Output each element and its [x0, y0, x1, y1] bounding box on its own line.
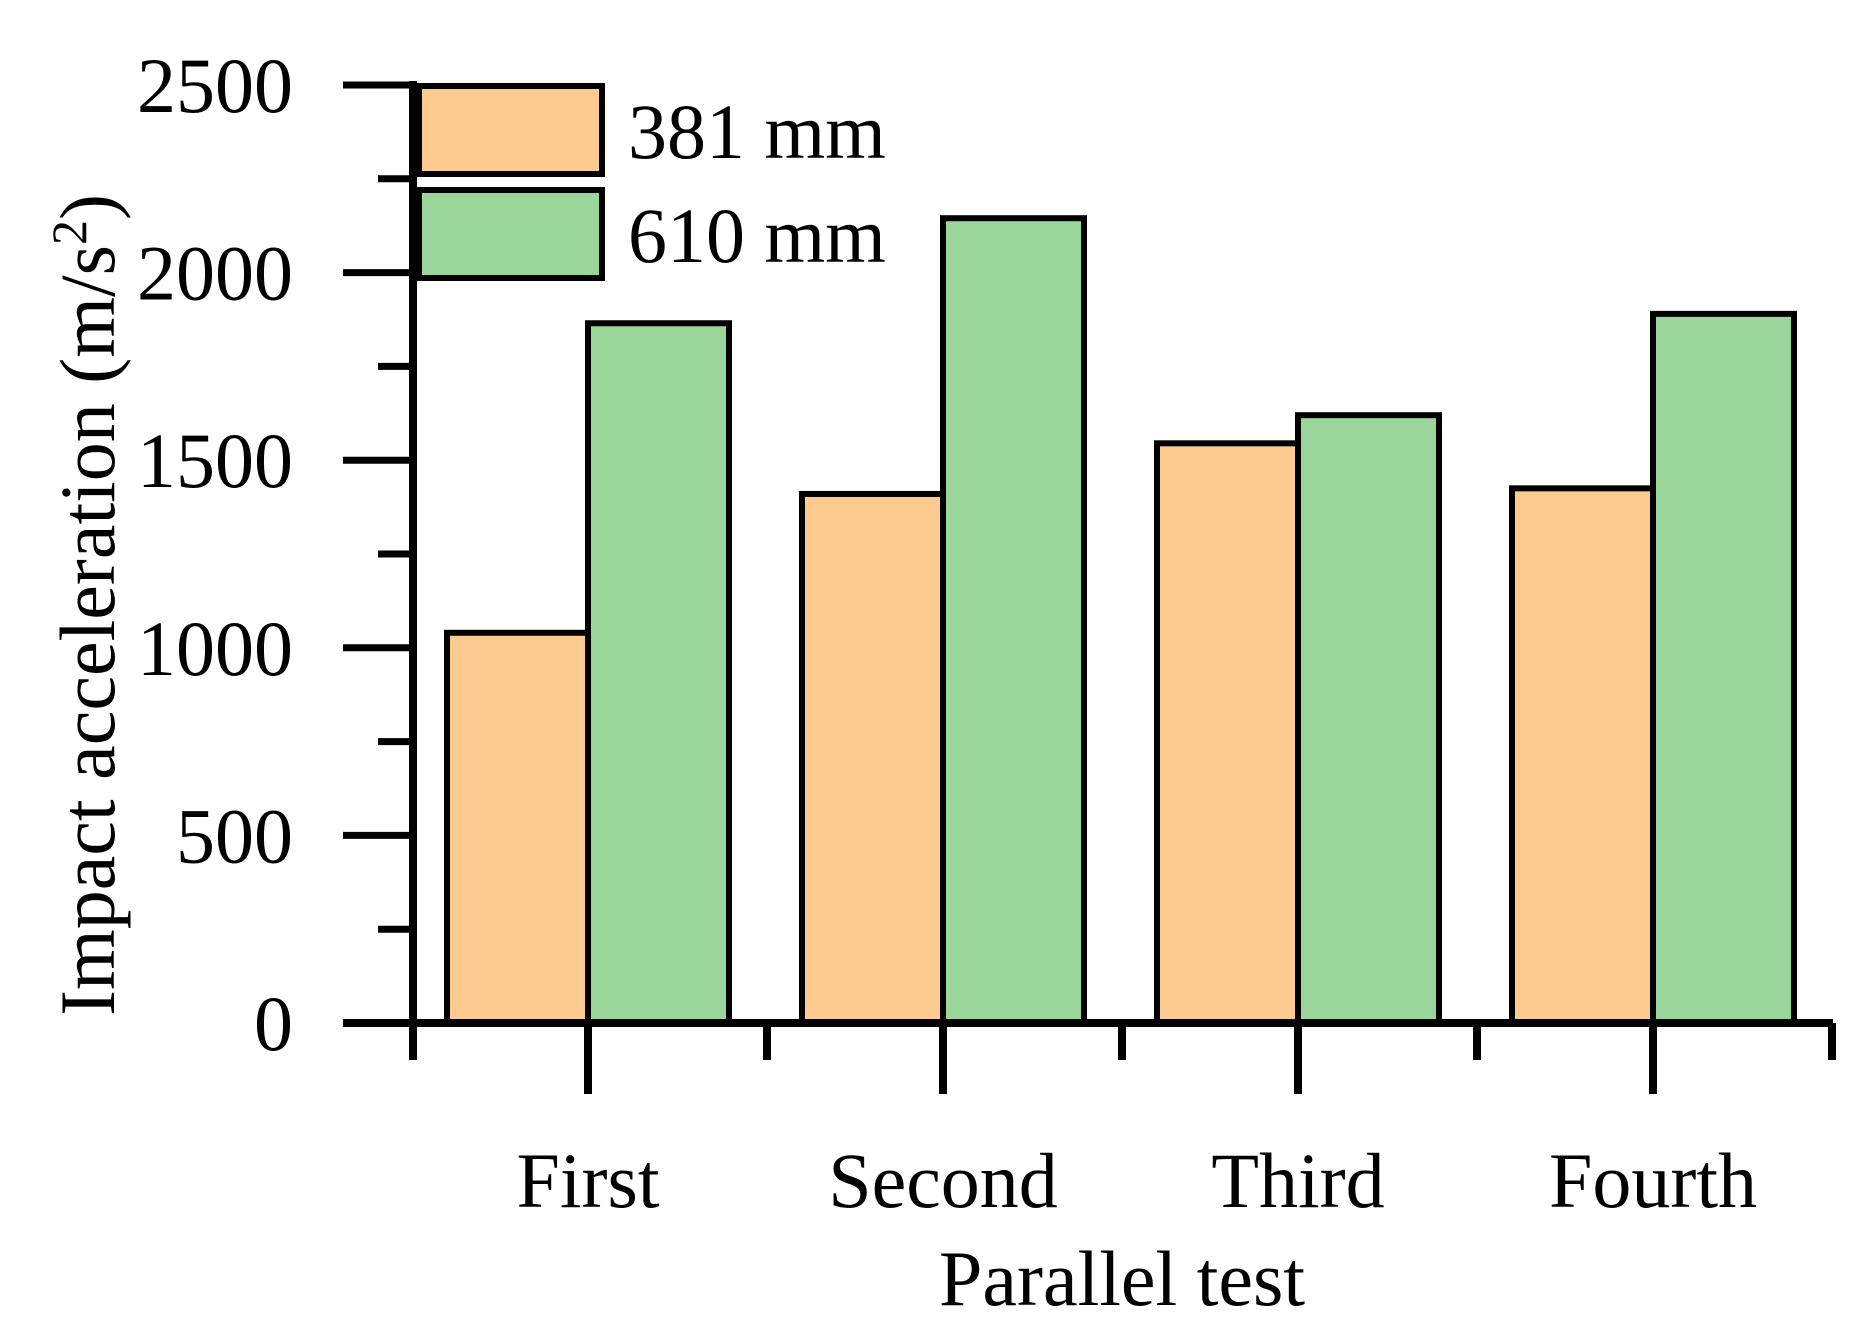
tick-labels-layer: 0 500 1000 1500 2000 2500 First Second Third Four…	[137, 42, 1757, 1224]
legend: 381 mm 610 mm	[416, 83, 886, 281]
y-tick-label: 1500	[137, 417, 293, 504]
bar-fourth-series-2	[1650, 310, 1797, 1026]
y-tick-label: 2000	[137, 230, 293, 317]
bar-second-series-2	[940, 215, 1087, 1027]
x-tick-label: First	[516, 1137, 659, 1224]
x-tick-label: Fourth	[1549, 1137, 1757, 1224]
legend-label-series-1: 381 mm	[628, 88, 886, 175]
y-axis-label-main: Impact acceleration (m/s	[44, 245, 131, 1016]
bar-third-series-1	[1154, 440, 1301, 1027]
y-axis-label: Impact acceleration (m/s2)	[41, 194, 131, 1016]
bar-first-series-1	[444, 629, 591, 1026]
y-tick-label: 1000	[137, 605, 293, 692]
axes-layer	[343, 81, 1836, 1094]
y-tick-label: 2500	[137, 42, 293, 129]
bar-third-series-2	[1295, 412, 1442, 1026]
bar-second-series-1	[799, 490, 946, 1026]
legend-swatch-series-1	[416, 83, 605, 177]
y-axis-label-close: )	[44, 194, 131, 220]
x-tick-label: Second	[828, 1137, 1058, 1224]
y-tick-label: 500	[176, 792, 293, 879]
y-tick-label: 0	[254, 980, 293, 1067]
x-tick-label: Third	[1211, 1137, 1384, 1224]
y-axis-label-superscript: 2	[41, 220, 97, 245]
bar-fourth-series-1	[1509, 485, 1656, 1026]
bar-first-series-2	[585, 320, 732, 1026]
x-axis-label: Parallel test	[939, 1235, 1305, 1322]
bars-layer	[444, 215, 1797, 1027]
legend-swatch-series-2	[416, 187, 605, 281]
legend-label-series-2: 610 mm	[628, 192, 886, 279]
